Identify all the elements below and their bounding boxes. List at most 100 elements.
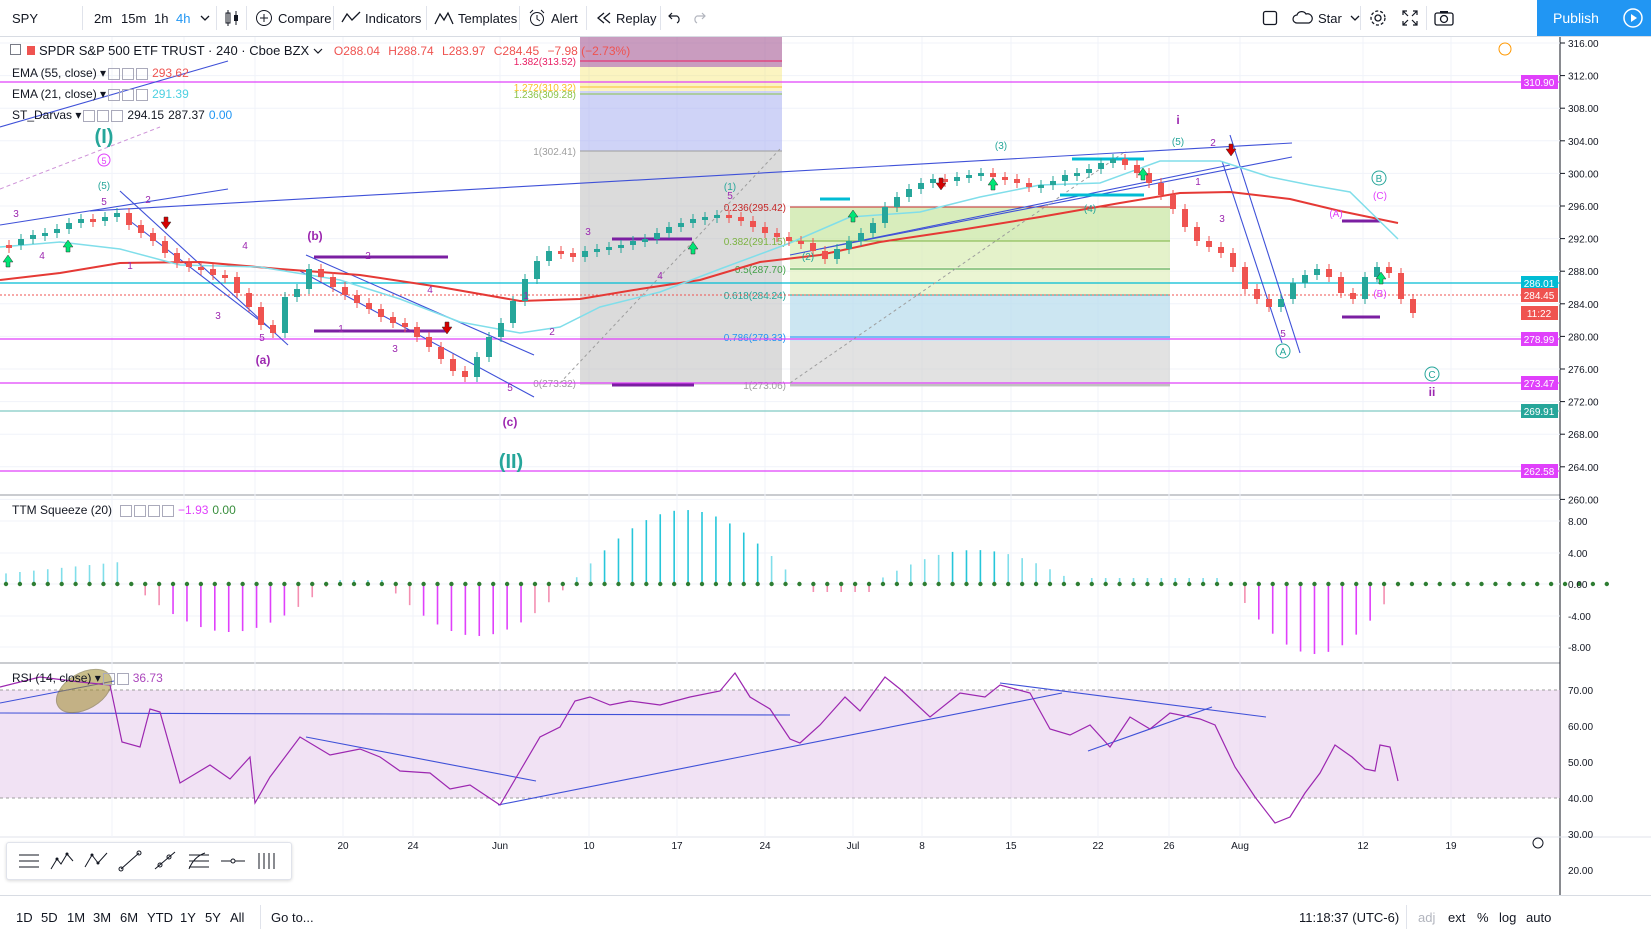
range-5d[interactable]: 5D xyxy=(41,896,58,938)
log-toggle[interactable]: log xyxy=(1499,896,1516,938)
darvas-lines xyxy=(314,157,1380,387)
compare-button[interactable]: Compare xyxy=(255,0,331,36)
compare-label: Compare xyxy=(278,10,332,26)
squeeze-dot xyxy=(574,581,579,587)
camera-icon[interactable] xyxy=(1434,0,1454,36)
range-6m[interactable]: 6M xyxy=(120,896,138,938)
squeeze-dot xyxy=(115,581,120,587)
trendline-icon[interactable] xyxy=(117,849,145,873)
squeeze-dot xyxy=(1131,581,1136,587)
time-tick-label: 15 xyxy=(1005,841,1017,852)
range-1d[interactable]: 1D xyxy=(16,896,33,938)
replay-button[interactable]: Replay xyxy=(596,0,656,36)
price-tag-label: 273.47 xyxy=(1524,379,1555,390)
candle-body xyxy=(426,337,432,347)
candle-body xyxy=(150,233,156,241)
drawing-tools-palette xyxy=(6,842,292,880)
candle-body xyxy=(1002,177,1008,180)
trendline xyxy=(0,126,161,190)
rsi-legend[interactable]: RSI (14, close) ▾ 36.73 xyxy=(12,671,163,685)
ray-icon[interactable] xyxy=(151,849,179,873)
range-1m[interactable]: 1M xyxy=(67,896,85,938)
wave-number: 5 xyxy=(507,383,513,394)
ema55-legend[interactable]: EMA (55, close) ▾ 293.62 xyxy=(12,66,189,80)
watchlist-star-button[interactable]: Star xyxy=(1292,0,1360,36)
range-ytd[interactable]: YTD xyxy=(147,896,173,938)
percent-toggle[interactable]: % xyxy=(1477,896,1489,938)
templates-button[interactable]: Templates xyxy=(434,0,517,36)
candle-body xyxy=(198,267,204,270)
range-1y[interactable]: 1Y xyxy=(180,896,196,938)
elliott-correction-icon[interactable] xyxy=(83,849,111,873)
price-tag xyxy=(1521,332,1558,346)
publish-button[interactable]: Publish xyxy=(1537,0,1615,36)
squeeze-dot xyxy=(1145,581,1150,587)
squeeze-dot xyxy=(1507,581,1512,587)
fib-level-label: 0(273.32) xyxy=(533,379,576,390)
squeeze-dot xyxy=(351,581,357,587)
wave-label: (3) xyxy=(995,141,1007,152)
squeeze-dot xyxy=(393,581,398,587)
chevron-down-icon[interactable] xyxy=(313,47,323,55)
goto-label: Go to... xyxy=(271,909,314,925)
fib-zone xyxy=(580,37,782,67)
open-value: O288.04 xyxy=(333,44,380,58)
fullscreen-icon[interactable] xyxy=(1402,0,1418,36)
symbol-search[interactable]: SPY xyxy=(12,0,38,36)
price-tick-label: 288.00 xyxy=(1568,267,1599,278)
squeeze-dot xyxy=(323,581,329,587)
interval-2m[interactable]: 2m xyxy=(94,0,112,36)
alert-label: Alert xyxy=(551,10,578,26)
darvas-legend[interactable]: ST_Darvas ▾ 294.15 287.37 0.00 xyxy=(12,108,233,122)
time-tick-label: Jun xyxy=(492,841,508,852)
gear-icon[interactable] xyxy=(1369,0,1387,36)
buy-arrow-icon xyxy=(687,241,699,255)
interval-15m[interactable]: 15m xyxy=(121,0,146,36)
fib-zone xyxy=(790,267,1170,295)
fib-retracement-icon[interactable] xyxy=(185,849,213,873)
clock[interactable]: 11:18:37 (UTC-6) xyxy=(1299,896,1399,938)
chart-canvas[interactable]: 1.382(313.52) 1.272(310.32)1.236(309.28) 1… xyxy=(0,37,1651,895)
ema21-legend[interactable]: EMA (21, close) ▾ 291.39 xyxy=(12,87,189,101)
wave-number: 3 xyxy=(215,311,221,322)
auto-toggle[interactable]: auto xyxy=(1526,896,1551,938)
select-mode-icon[interactable] xyxy=(1262,0,1278,36)
lines-tool-icon[interactable] xyxy=(15,849,43,873)
price-tick-label: 292.00 xyxy=(1568,235,1599,246)
range-5y[interactable]: 5Y xyxy=(205,896,221,938)
fib-level-label: 0.618(284.24) xyxy=(724,291,786,302)
bars-pattern-icon[interactable] xyxy=(253,849,281,873)
candle-body xyxy=(1362,277,1368,299)
candle-body xyxy=(438,347,444,359)
squeeze-dot xyxy=(1437,581,1442,587)
squeeze-dot xyxy=(143,581,148,587)
play-icon[interactable] xyxy=(1615,0,1651,36)
elliott-impulse-icon[interactable] xyxy=(49,849,77,873)
wave-circle xyxy=(97,153,111,167)
alert-button[interactable]: Alert xyxy=(528,0,578,36)
interval-4h[interactable]: 4h xyxy=(176,0,190,36)
candle-body xyxy=(582,251,588,257)
adj-toggle[interactable]: adj xyxy=(1418,896,1435,938)
squeeze-tick-label: -8.00 xyxy=(1568,643,1591,654)
chart-style-candles-icon[interactable] xyxy=(224,0,240,36)
goto-button[interactable]: Go to... xyxy=(271,896,314,938)
redo-icon[interactable] xyxy=(692,0,706,36)
range-3m[interactable]: 3M xyxy=(93,896,111,938)
templates-icon xyxy=(434,11,454,25)
candle-body xyxy=(90,219,96,222)
wave-number: 1 xyxy=(127,261,133,272)
star-label: Star xyxy=(1318,10,1342,26)
price-tag-label: 262.58 xyxy=(1524,467,1555,478)
interval-1h[interactable]: 1h xyxy=(154,0,168,36)
collapse-icon[interactable] xyxy=(10,44,21,55)
time-tick-label: Aug xyxy=(1231,841,1249,852)
candle-body xyxy=(666,227,672,233)
undo-icon[interactable] xyxy=(668,0,682,36)
squeeze-legend[interactable]: TTM Squeeze (20) −1.93 0.00 xyxy=(12,503,236,517)
indicators-button[interactable]: Indicators xyxy=(341,0,421,36)
interval-dropdown-icon[interactable] xyxy=(200,0,210,36)
horizontal-line-icon[interactable] xyxy=(219,849,247,873)
range-all[interactable]: All xyxy=(230,896,244,938)
ext-toggle[interactable]: ext xyxy=(1448,896,1465,938)
